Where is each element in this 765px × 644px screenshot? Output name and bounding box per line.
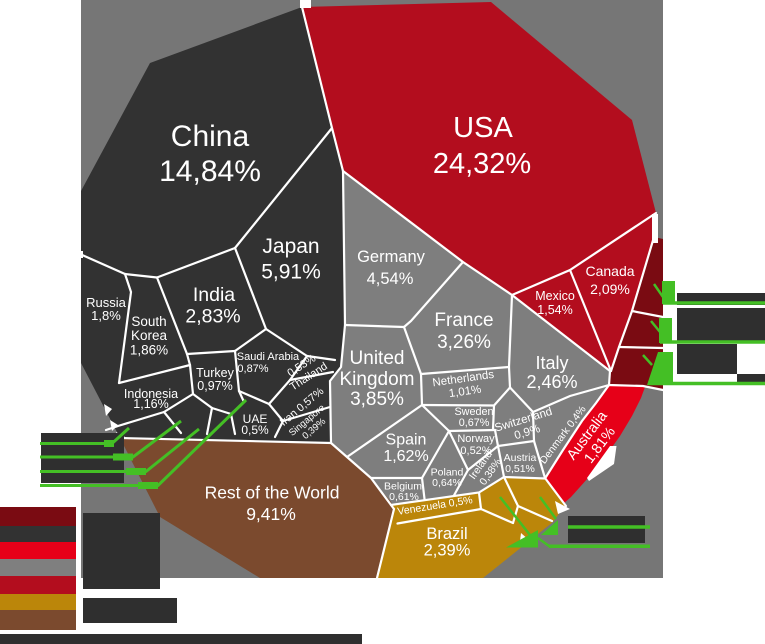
svg-text:3,26%: 3,26% (437, 332, 491, 353)
svg-text:0,51%: 0,51% (505, 463, 535, 475)
svg-text:Russia: Russia (86, 295, 127, 310)
svg-text:Sweden: Sweden (454, 406, 493, 418)
svg-text:Indonesia: Indonesia (124, 387, 178, 401)
svg-text:Korea: Korea (131, 328, 168, 343)
svg-text:0,64%: 0,64% (432, 477, 462, 489)
svg-text:South: South (131, 314, 166, 329)
svg-text:Canada: Canada (585, 263, 634, 279)
svg-text:Italy: Italy (535, 353, 568, 373)
svg-text:0,87%: 0,87% (237, 363, 268, 375)
svg-text:1,62%: 1,62% (383, 448, 428, 465)
svg-text:0,52%: 0,52% (460, 445, 491, 457)
svg-text:0,61%: 0,61% (389, 491, 419, 503)
svg-text:Belgium: Belgium (384, 481, 422, 493)
svg-text:United: United (350, 348, 405, 369)
svg-text:India: India (193, 284, 235, 306)
svg-text:5,91%: 5,91% (261, 261, 321, 284)
svg-text:1,54%: 1,54% (537, 303, 572, 317)
svg-text:Turkey: Turkey (196, 366, 234, 380)
svg-text:9,41%: 9,41% (246, 504, 296, 524)
svg-text:24,32%: 24,32% (433, 148, 531, 180)
svg-text:4,54%: 4,54% (367, 270, 414, 288)
svg-text:2,39%: 2,39% (424, 542, 471, 560)
svg-text:Norway: Norway (457, 433, 495, 445)
svg-text:0,5%: 0,5% (241, 423, 269, 437)
svg-text:2,46%: 2,46% (526, 372, 577, 392)
svg-text:Poland: Poland (431, 467, 464, 479)
svg-text:0,67%: 0,67% (459, 417, 490, 429)
svg-text:USA: USA (453, 112, 513, 144)
svg-text:UAE: UAE (243, 412, 268, 426)
svg-text:0,97%: 0,97% (197, 379, 232, 393)
svg-text:1,8%: 1,8% (91, 308, 121, 323)
svg-text:Kingdom: Kingdom (340, 369, 415, 390)
svg-text:3,85%: 3,85% (350, 389, 404, 410)
svg-text:1,16%: 1,16% (133, 397, 168, 411)
svg-text:1,86%: 1,86% (130, 343, 168, 358)
svg-text:1,01%: 1,01% (448, 384, 482, 400)
svg-text:Rest of the World: Rest of the World (205, 483, 340, 503)
svg-text:Brazil: Brazil (426, 525, 467, 543)
svg-text:14,84%: 14,84% (159, 155, 261, 188)
svg-text:2,83%: 2,83% (185, 306, 240, 328)
svg-text:Germany: Germany (357, 248, 426, 266)
svg-text:Spain: Spain (386, 432, 427, 449)
svg-text:Japan: Japan (262, 235, 319, 258)
svg-text:France: France (434, 310, 493, 331)
svg-text:2,09%: 2,09% (590, 281, 630, 297)
svg-text:Saudi Arabia: Saudi Arabia (237, 351, 300, 363)
svg-text:Austria: Austria (504, 452, 537, 464)
svg-text:China: China (171, 120, 250, 153)
svg-text:Mexico: Mexico (535, 289, 575, 303)
